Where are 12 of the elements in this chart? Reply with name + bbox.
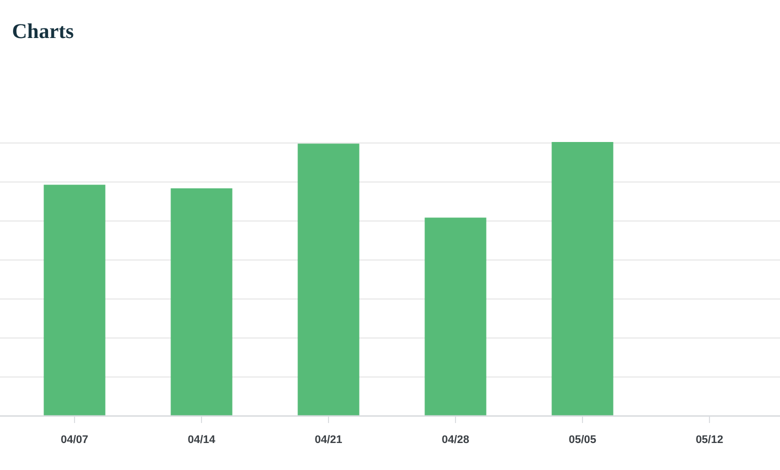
x-tick-label: 05/05 [568, 434, 596, 446]
bar [170, 188, 232, 416]
x-tick-label: 04/28 [442, 434, 470, 446]
x-tick-label: 04/21 [314, 434, 342, 446]
x-tick-label: 05/12 [696, 434, 724, 446]
x-tick-label: 04/07 [60, 434, 88, 446]
bar [44, 184, 106, 416]
x-tick-label: 04/14 [188, 434, 216, 446]
chart-title: Charts [12, 19, 74, 43]
bar [424, 218, 486, 416]
bar [552, 142, 614, 416]
bar [298, 144, 360, 416]
